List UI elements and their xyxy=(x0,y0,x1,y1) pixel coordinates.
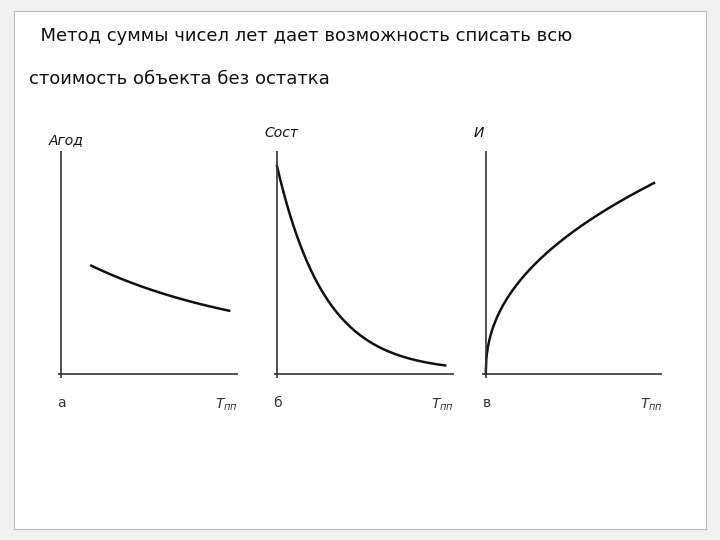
Text: $T_{пп}$: $T_{пп}$ xyxy=(431,396,454,413)
Text: б: б xyxy=(274,396,282,410)
Text: а: а xyxy=(58,396,66,410)
Text: И: И xyxy=(474,126,484,140)
Text: $T_{пп}$: $T_{пп}$ xyxy=(639,396,662,413)
Text: $T_{пп}$: $T_{пп}$ xyxy=(215,396,238,413)
Text: Aгод: Aгод xyxy=(49,133,84,147)
Text: Метод суммы чисел лет дает возможность списать всю: Метод суммы чисел лет дает возможность с… xyxy=(29,27,572,45)
Text: стоимость объекта без остатка: стоимость объекта без остатка xyxy=(29,70,330,88)
Text: в: в xyxy=(482,396,490,410)
Text: Cост: Cост xyxy=(265,126,299,140)
